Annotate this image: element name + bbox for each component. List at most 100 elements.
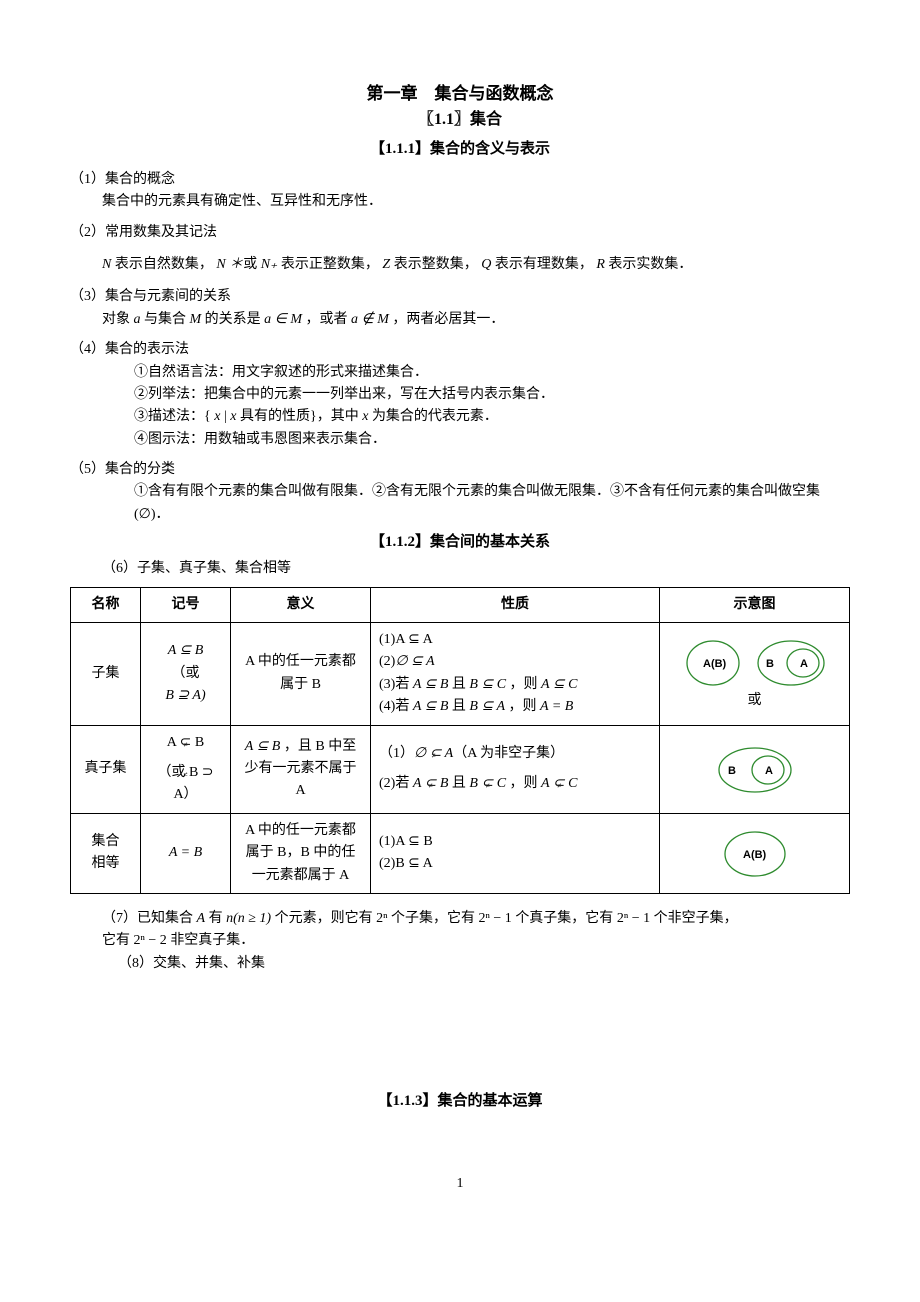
expr: A ⊂ C [541, 773, 577, 795]
expr: B ⊆ C [469, 677, 506, 692]
sym-A: A [197, 911, 206, 926]
cell-name: 集合 相等 [71, 813, 141, 893]
prop: (4)若 A ⊆ B 且 B ⊆ A ，则 A = B [379, 696, 651, 718]
expr: A ⊆ B [413, 677, 449, 692]
sym-R: R [596, 257, 605, 272]
cell-diagram: A(B) [660, 813, 850, 893]
text: 对象 [102, 312, 134, 327]
sym-a: a [134, 312, 141, 327]
prop: （1）∅ ⊂ A（A 为非空子集） [379, 743, 651, 765]
item-2-body: N 表示自然数集， N ＊或 N₊ 表示正整数集， Z 表示整数集， Q 表示有… [102, 254, 850, 276]
expr: A = B [169, 845, 202, 860]
text: 且 [448, 776, 469, 791]
item-4-head: （4）集合的表示法 [70, 339, 850, 361]
text: ，则 [506, 677, 541, 692]
text: 具有的性质}，其中 [240, 409, 362, 424]
section-1-1-3: 【1.1.3】集合的基本运算 [70, 1089, 850, 1113]
text: 个元素，则它有 [275, 911, 377, 926]
expr-n: n(n ≥ 1) [226, 911, 271, 926]
svg-text:B: B [728, 765, 736, 777]
text: 它有 [102, 933, 134, 948]
th-diagram: 示意图 [660, 587, 850, 622]
expr: B ⊇ A) [149, 685, 222, 707]
expr: A ⊆ B [149, 640, 222, 662]
expr: A ⊂ B [413, 773, 449, 795]
cell-symbol: A = B [141, 813, 231, 893]
text: (3)若 [379, 677, 413, 692]
cell-meaning: A 中的任一元素都属于 B [231, 623, 371, 726]
section-1-1-1: 【1.1.1】集合的含义与表示 [70, 137, 850, 161]
expr-2n-1: 2ⁿ − 1 [479, 911, 512, 926]
sym-empty: ∅ [139, 507, 151, 522]
cell-meaning: A ⊆ B ，且 B 中至少有一元素不属于 A [231, 725, 371, 813]
sym-N: N [102, 257, 111, 272]
item-4-4: ④图示法：用数轴或韦恩图来表示集合． [134, 429, 850, 451]
expr-2n-2: 2ⁿ − 2 [134, 933, 167, 948]
text: 表示有理数集， [491, 257, 593, 272]
expr-aNotM: a ∉ M [351, 312, 389, 327]
cell-symbol: A ⊆ B （或 B ⊇ A) [141, 623, 231, 726]
text-or: 或 [668, 690, 841, 712]
text: （或 [149, 663, 222, 685]
text: 个非空子集， [654, 911, 738, 926]
section-1-1-2: 【1.1.2】集合间的基本关系 [70, 530, 850, 554]
venn-proper-subset-icon: B A [710, 742, 800, 797]
expr-aM: a ∈ M [264, 312, 302, 327]
text: 表示自然数集， [111, 257, 213, 272]
text: ，则 [505, 699, 540, 714]
text: ，两者必居其一． [392, 312, 504, 327]
venn-equal-icon: A(B) [678, 635, 748, 690]
expr: A ⊂ B [149, 732, 222, 754]
svg-text:A: A [765, 765, 773, 777]
page-number: 1 [70, 1173, 850, 1195]
text: 且 [448, 699, 469, 714]
svg-text:A: A [800, 658, 808, 670]
table-row-subset: 子集 A ⊆ B （或 B ⊇ A) A 中的任一元素都属于 B (1)A ⊆ … [71, 623, 850, 726]
item-5-head: （5）集合的分类 [70, 459, 850, 481]
cell-property: （1）∅ ⊂ A（A 为非空子集） (2)若 A ⊂ B 且 B ⊂ C ，则 … [371, 725, 660, 813]
expr: ∅ ⊂ A [414, 743, 453, 765]
item-4-2: ②列举法：把集合中的元素一一列举出来，写在大括号内表示集合． [134, 384, 850, 406]
expr: A ⊆ B [245, 739, 281, 754]
sym-Q: Q [481, 257, 491, 272]
expr-inner: A ⊂ B [167, 732, 204, 754]
item-3-head: （3）集合与元素间的关系 [70, 286, 850, 308]
text: （A 为非空子集） [453, 746, 564, 761]
expr: A ⊆ C [541, 677, 577, 692]
venn-equal-icon: A(B) [715, 826, 795, 881]
sym-x: x [214, 409, 220, 424]
text: 表示实数集． [605, 257, 693, 272]
text: ③描述法：{ [134, 409, 214, 424]
text: 相等 [79, 853, 132, 875]
svg-text:A(B): A(B) [743, 849, 767, 861]
th-meaning: 意义 [231, 587, 371, 622]
expr: ∅ ⊆ A [395, 654, 434, 669]
text: )． [151, 507, 170, 522]
item-7-line1: （7）已知集合 A 有 n(n ≥ 1) 个元素，则它有 2ⁿ 个子集，它有 2… [102, 908, 850, 930]
cell-meaning: A 中的任一元素都属于 B，B 中的任一元素都属于 A [231, 813, 371, 893]
text: 表示整数集， [390, 257, 478, 272]
table-row-proper-subset: 真子集 A ⊂ B （或 B ⊃ A） A ⊆ B ，且 B 中至少有一元素不属… [71, 725, 850, 813]
th-symbol: 记号 [141, 587, 231, 622]
text: （或 B ⊃ A） [149, 762, 222, 807]
text: ，或者 [306, 312, 352, 327]
sym-x: x [362, 409, 368, 424]
text: (2) [379, 654, 395, 669]
expr-2n-1: 2ⁿ − 1 [617, 911, 650, 926]
cell-name: 真子集 [71, 725, 141, 813]
cell-diagram: A(B) B A 或 [660, 623, 850, 726]
th-property: 性质 [371, 587, 660, 622]
expr-inner: （或 B ⊃ A） [149, 762, 222, 807]
section-1-1: 〖1.1〗集合 [70, 107, 850, 133]
text: 与集合 [144, 312, 190, 327]
prop: (1)A ⊆ A [379, 629, 651, 651]
text: ，则 [506, 776, 541, 791]
item-7-line2: 它有 2ⁿ − 2 非空真子集． [102, 930, 850, 952]
prop: (2)若 A ⊂ B 且 B ⊂ C ，则 A ⊂ C [379, 773, 651, 795]
text: 的关系是 [205, 312, 265, 327]
expr: B ⊂ C [469, 773, 506, 795]
text: （1） [379, 746, 414, 761]
item-5-body: ①含有有限个元素的集合叫做有限集．②含有无限个元素的集合叫做无限集．③不含有任何… [134, 481, 850, 526]
prop: (2)B ⊆ A [379, 853, 651, 875]
text: 为集合的代表元素． [372, 409, 498, 424]
